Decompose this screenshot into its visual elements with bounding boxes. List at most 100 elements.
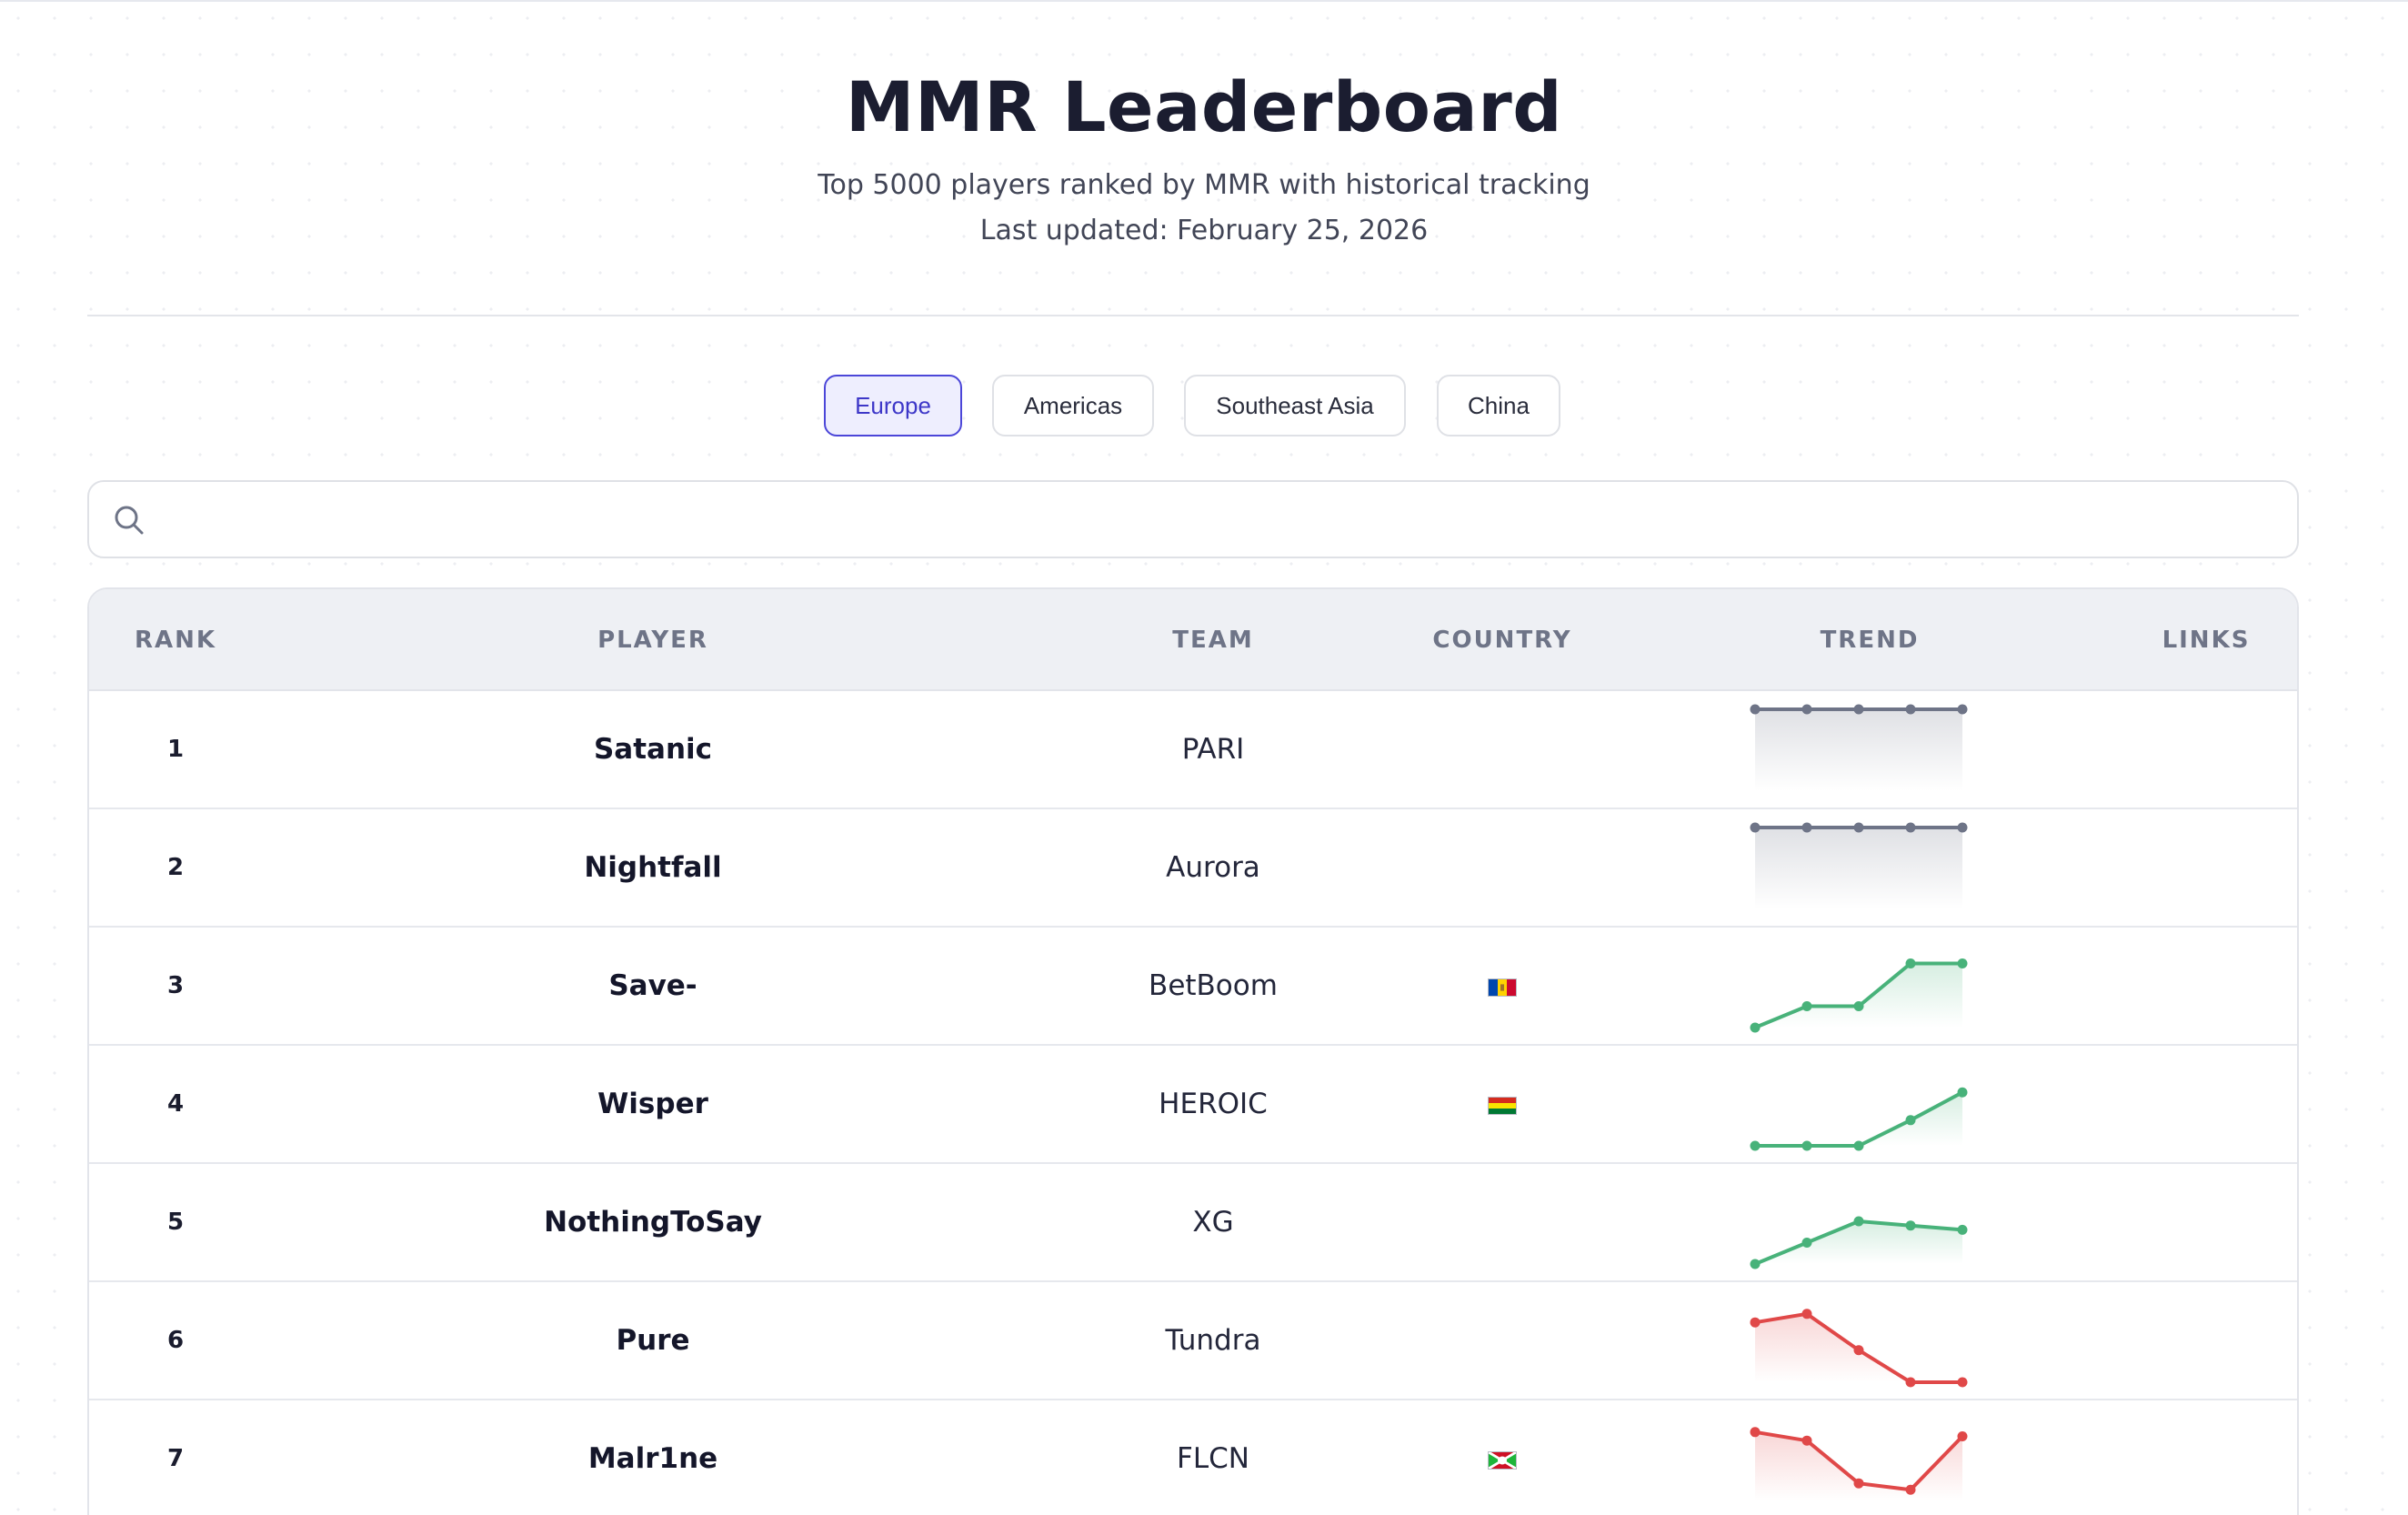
- rank-cell: 2: [166, 854, 185, 881]
- page-subtitle: Top 5000 players ranked by MMR with hist…: [818, 169, 1590, 201]
- trend-point: [1853, 704, 1864, 715]
- team-name: XG: [1192, 1206, 1234, 1239]
- leaderboard-table: RANK PLAYER TEAM COUNTRY TREND LINKS 1 S…: [87, 587, 2299, 1515]
- trend-point: [1905, 704, 1916, 715]
- trend-point: [1801, 1001, 1812, 1011]
- trend-point: [1905, 1220, 1916, 1231]
- trend-point: [1801, 1435, 1812, 1446]
- column-header-player[interactable]: PLAYER: [597, 627, 708, 654]
- moldova-flag-icon: [1488, 978, 1517, 997]
- trend-point: [1853, 1345, 1864, 1356]
- trend-point: [1957, 822, 1968, 833]
- trend-sparkline: [1750, 958, 1968, 1033]
- trend-point: [1801, 1309, 1812, 1319]
- trend-point: [1957, 958, 1968, 968]
- table-row[interactable]: 1 Satanic PARI: [89, 691, 2297, 809]
- trend-area: [1755, 1221, 1962, 1264]
- trend-sparkline: [1750, 1309, 1968, 1388]
- trend-point: [1957, 1224, 1968, 1235]
- player-name[interactable]: Satanic: [593, 733, 713, 766]
- trend-point: [1957, 1431, 1968, 1441]
- rank-cell: 3: [166, 972, 185, 999]
- rank-cell: 7: [166, 1445, 185, 1472]
- column-header-trend[interactable]: TREND: [1820, 627, 1920, 654]
- trend-point: [1750, 704, 1761, 715]
- trend-area: [1755, 1431, 1962, 1500]
- trend-area: [1755, 1313, 1962, 1382]
- last-updated-text: Last updated: February 25, 2026: [979, 215, 1429, 246]
- table-row[interactable]: 5 NothingToSay XG: [89, 1164, 2297, 1282]
- column-header-team[interactable]: TEAM: [1172, 627, 1254, 654]
- trend-sparkline: [1750, 1087, 1968, 1151]
- trend-point: [1853, 1216, 1864, 1227]
- rank-cell: 6: [166, 1327, 185, 1354]
- trend-area: [1755, 963, 1962, 1028]
- column-header-rank[interactable]: RANK: [134, 627, 217, 654]
- trend-point: [1905, 1377, 1916, 1388]
- trend-point: [1853, 1001, 1864, 1011]
- page-title: MMR Leaderboard: [845, 66, 1563, 147]
- table-header: RANK PLAYER TEAM COUNTRY TREND LINKS: [89, 589, 2297, 691]
- trend-point: [1957, 704, 1968, 715]
- trend-point: [1750, 1022, 1761, 1033]
- trend-point: [1905, 958, 1916, 968]
- trend-sparkline: [1750, 704, 1968, 791]
- bolivia-flag-icon: [1488, 1097, 1517, 1115]
- burundi-flag-icon: [1488, 1451, 1517, 1470]
- trend-point: [1801, 1140, 1812, 1151]
- trend-point: [1905, 1484, 1916, 1495]
- player-name[interactable]: Pure: [616, 1324, 690, 1357]
- trend-point: [1801, 822, 1812, 833]
- trend-point: [1853, 1478, 1864, 1489]
- trend-sparkline: [1750, 1216, 1968, 1269]
- trend-area: [1755, 828, 1962, 909]
- trend-sparkline: [1750, 822, 1968, 909]
- trend-point: [1750, 1427, 1761, 1438]
- table-row[interactable]: 4 Wisper HEROIC: [89, 1046, 2297, 1164]
- trend-point: [1750, 1140, 1761, 1151]
- team-name: Aurora: [1166, 851, 1260, 884]
- rank-cell: 1: [166, 736, 185, 763]
- player-name[interactable]: Nightfall: [584, 851, 722, 884]
- tab-americas[interactable]: Americas: [992, 375, 1154, 436]
- trend-point: [1801, 704, 1812, 715]
- trend-point: [1750, 1259, 1761, 1269]
- tab-china[interactable]: China: [1437, 375, 1560, 436]
- player-name[interactable]: Wisper: [597, 1088, 708, 1120]
- trend-point: [1905, 822, 1916, 833]
- table-row[interactable]: 3 Save- BetBoom: [89, 928, 2297, 1046]
- search-icon: [115, 506, 144, 535]
- column-header-country[interactable]: COUNTRY: [1432, 627, 1572, 654]
- trend-area: [1755, 709, 1962, 791]
- table-row[interactable]: 6 Pure Tundra: [89, 1282, 2297, 1400]
- trend-point: [1750, 1317, 1761, 1328]
- team-name: BetBoom: [1149, 969, 1278, 1002]
- trend-point: [1750, 822, 1761, 833]
- team-name: FLCN: [1177, 1442, 1249, 1475]
- search-input[interactable]: [162, 491, 2272, 547]
- tab-europe[interactable]: Europe: [824, 375, 962, 436]
- trend-point: [1905, 1115, 1916, 1126]
- player-name[interactable]: Save-: [608, 969, 697, 1002]
- trend-point: [1853, 1140, 1864, 1151]
- rank-cell: 5: [166, 1209, 185, 1236]
- table-row[interactable]: 2 Nightfall Aurora: [89, 809, 2297, 928]
- team-name: Tundra: [1165, 1324, 1261, 1357]
- trend-point: [1801, 1238, 1812, 1248]
- rank-cell: 4: [166, 1090, 185, 1118]
- trend-point: [1957, 1087, 1968, 1098]
- region-tabs: Europe Americas Southeast Asia China: [0, 375, 2408, 436]
- player-name[interactable]: Malr1ne: [587, 1442, 718, 1475]
- column-header-links[interactable]: LINKS: [2162, 627, 2251, 654]
- player-name[interactable]: NothingToSay: [544, 1206, 762, 1239]
- trend-point: [1853, 822, 1864, 833]
- header-divider: [87, 315, 2299, 316]
- search-bar: [87, 480, 2299, 558]
- team-name: HEROIC: [1159, 1088, 1268, 1120]
- trend-sparkline: [1750, 1427, 1968, 1500]
- team-name: PARI: [1181, 733, 1245, 766]
- tab-southeast-asia[interactable]: Southeast Asia: [1184, 375, 1406, 436]
- table-row[interactable]: 7 Malr1ne FLCN: [89, 1400, 2297, 1515]
- trend-point: [1957, 1377, 1968, 1388]
